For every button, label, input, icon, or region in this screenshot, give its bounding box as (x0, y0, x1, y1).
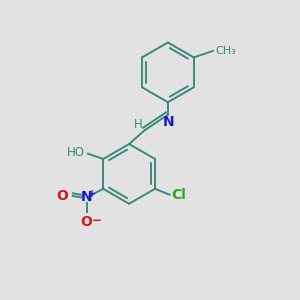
Text: N: N (163, 116, 175, 129)
Text: −: − (91, 214, 101, 227)
Text: H: H (134, 118, 142, 131)
Text: O: O (81, 215, 92, 229)
Text: O: O (56, 189, 68, 203)
Text: N: N (81, 190, 92, 205)
Text: HO: HO (67, 146, 85, 159)
Text: CH₃: CH₃ (215, 46, 236, 56)
Text: +: + (88, 189, 96, 199)
Text: Cl: Cl (172, 188, 187, 202)
